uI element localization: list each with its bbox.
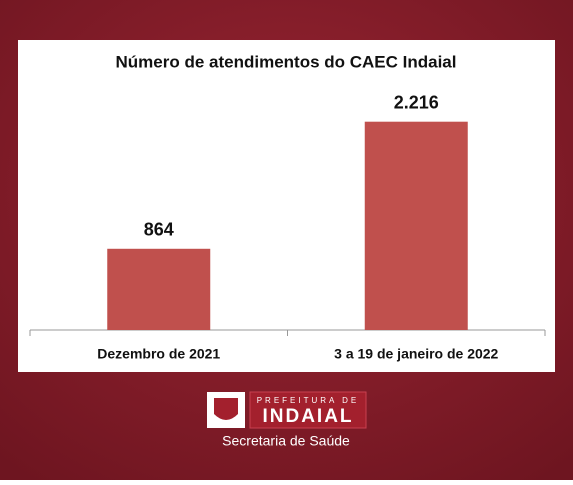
logo-prefeitura: PREFEITURA DE — [257, 396, 360, 405]
logo-shield — [214, 398, 238, 420]
value-label: 2.216 — [394, 92, 439, 112]
bar — [107, 248, 211, 330]
chart-panel — [18, 40, 555, 372]
value-label: 864 — [144, 220, 174, 240]
logo: PREFEITURA DE INDAIAL Secretaria de Saúd… — [207, 391, 367, 449]
x-tick-label: 3 a 19 de janeiro de 2022 — [334, 346, 498, 362]
bar — [364, 121, 468, 330]
x-tick-label: Dezembro de 2021 — [97, 346, 220, 362]
logo-department: Secretaria de Saúde — [222, 433, 350, 449]
logo-city: INDAIAL — [262, 406, 353, 427]
chart-title: Número de atendimentos do CAEC Indaial — [116, 52, 457, 71]
logo-box — [249, 391, 367, 429]
